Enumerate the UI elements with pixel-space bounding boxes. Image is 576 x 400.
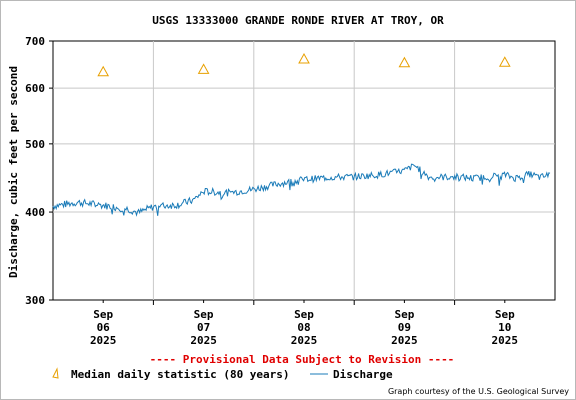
grid-layer [53, 41, 555, 300]
x-ticks: Sep062025Sep072025Sep082025Sep092025Sep1… [90, 300, 518, 347]
credit-text: Graph courtesy of the U.S. Geological Su… [388, 387, 569, 396]
chart-title: USGS 13333000 GRANDE RONDE RIVER AT TROY… [152, 14, 444, 27]
legend-discharge-label: Discharge [333, 368, 393, 381]
x-tick-label: 2025 [291, 334, 318, 347]
y-ticks: 300 400 500 600 700 [25, 35, 53, 307]
series-layer [52, 52, 551, 217]
y-tick-label: 300 [25, 294, 45, 307]
x-tick-label: 08 [297, 321, 310, 334]
x-tick-label: Sep [394, 308, 414, 321]
y-tick-label: 600 [25, 82, 45, 95]
y-tick-label: 400 [25, 206, 45, 219]
x-tick-label: Sep [294, 308, 314, 321]
x-tick-label: 2025 [190, 334, 217, 347]
median-triangle-marker [498, 56, 511, 67]
median-triangle-marker [398, 56, 411, 68]
y-tick-label: 500 [25, 138, 45, 151]
x-tick-label: Sep [194, 308, 214, 321]
y-tick-label: 700 [25, 35, 45, 48]
x-tick-label: 2025 [492, 334, 519, 347]
legend-triangle-icon [52, 367, 59, 379]
x-tick-label: 07 [197, 321, 210, 334]
x-tick-label: Sep [93, 308, 113, 321]
legend-median-label: Median daily statistic (80 years) [71, 368, 290, 381]
plot-area [52, 40, 556, 301]
x-tick-label: 2025 [391, 334, 418, 347]
x-tick-label: 2025 [90, 334, 117, 347]
median-triangle-marker [97, 65, 110, 77]
y-axis-label: Discharge, cubic feet per second [7, 66, 20, 278]
x-tick-label: 10 [498, 321, 511, 334]
legend: Median daily statistic (80 years) Discha… [52, 367, 393, 381]
discharge-line [52, 163, 551, 217]
x-tick-label: 09 [398, 321, 411, 334]
median-triangle-marker [197, 63, 210, 74]
provisional-note: ---- Provisional Data Subject to Revisio… [150, 353, 455, 366]
x-tick-label: 06 [97, 321, 111, 334]
median-triangle-marker [298, 52, 310, 64]
x-tick-label: Sep [495, 308, 515, 321]
